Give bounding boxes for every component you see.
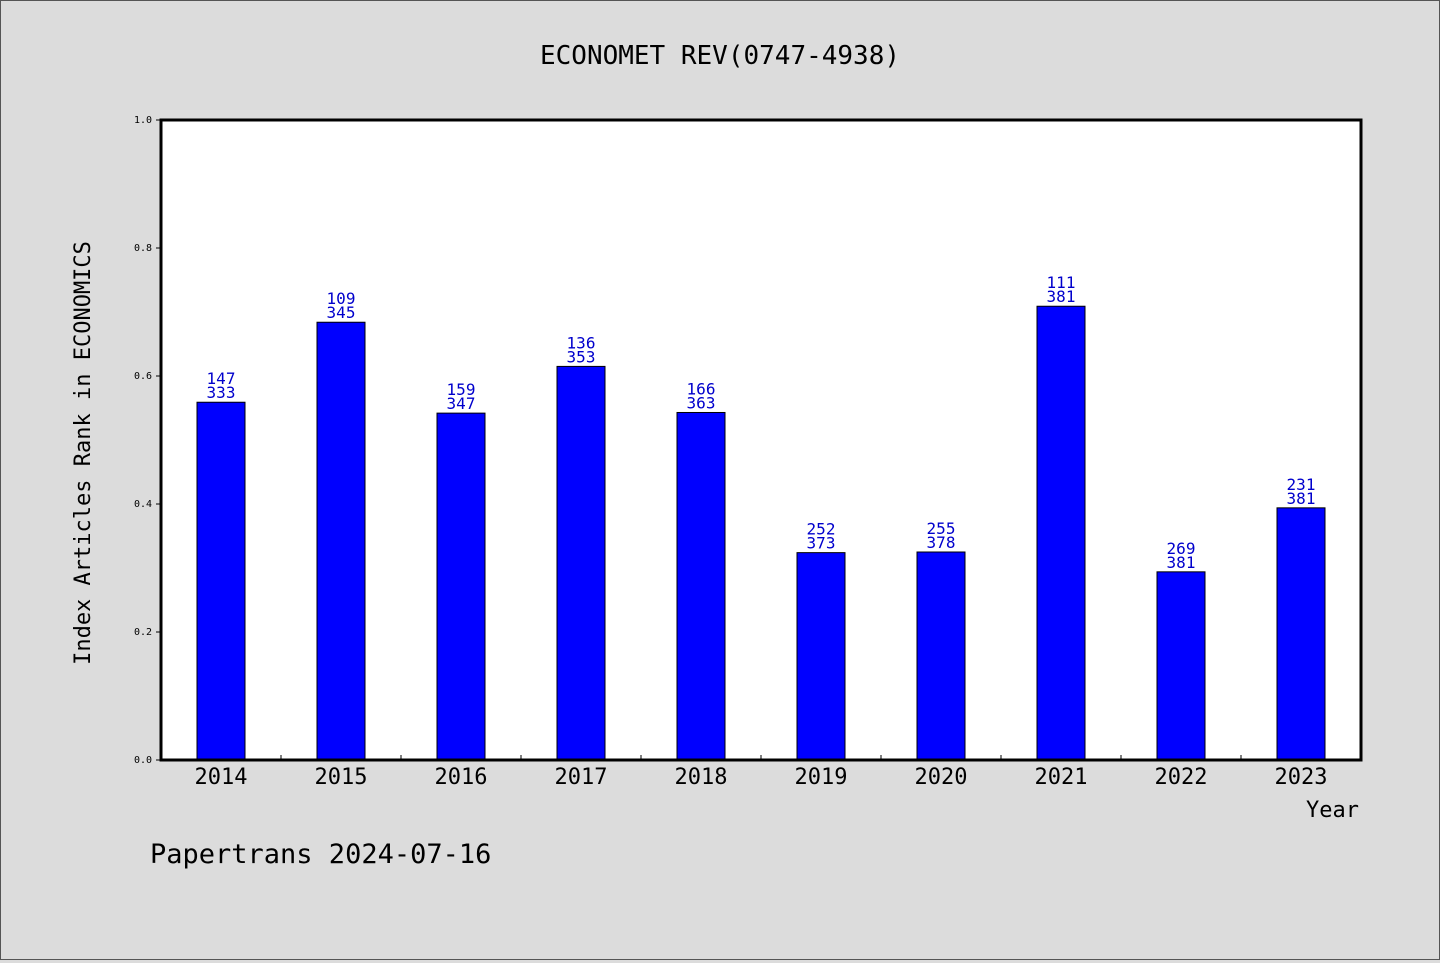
bar-label-top-2023: 231: [1287, 475, 1316, 494]
bar-2021: [1036, 305, 1086, 761]
x-tick-label-2022: 2022: [1155, 765, 1208, 790]
bar-2022: [1156, 571, 1206, 761]
plot-border: [159, 118, 1363, 762]
y-tick-label: 0.0: [134, 755, 152, 766]
bar-label-top-2018: 166: [687, 379, 716, 398]
y-axis-label: Index Articles Rank in ECONOMICS: [71, 241, 96, 665]
bar-2018: [676, 411, 726, 761]
bar-label-top-2017: 136: [567, 333, 596, 352]
chart-title: ECONOMET REV(0747-4938): [540, 41, 900, 71]
y-tick-label: 0.8: [134, 243, 152, 254]
bar-2017: [556, 365, 606, 761]
x-tick-label-2014: 2014: [195, 765, 248, 790]
x-tick-label-2019: 2019: [795, 765, 848, 790]
bar-label-bottom-2015: 345: [327, 303, 356, 322]
x-tick-label-2016: 2016: [435, 765, 488, 790]
bar-label-top-2021: 111: [1047, 273, 1076, 292]
bar-label-top-2022: 269: [1167, 539, 1196, 558]
footer-credit: Papertrans 2024-07-16: [150, 839, 491, 870]
y-tick-label: 1.0: [134, 115, 152, 126]
y-tick-label: 0.4: [134, 499, 152, 510]
bar-label-bottom-2022: 381: [1167, 553, 1196, 572]
x-axis-label: Year: [1306, 798, 1359, 823]
bar-label-bottom-2023: 381: [1287, 489, 1316, 508]
x-tick-label-2017: 2017: [555, 765, 608, 790]
bar-label-bottom-2020: 378: [927, 533, 956, 552]
bar-2020: [916, 551, 966, 761]
y-tick-label: 0.2: [134, 627, 152, 638]
bar-label-bottom-2019: 373: [807, 534, 836, 553]
x-tick-label-2018: 2018: [675, 765, 728, 790]
bar-label-bottom-2018: 363: [687, 393, 716, 412]
bar-label-bottom-2014: 333: [207, 383, 236, 402]
bar-2014: [196, 401, 246, 761]
bar-2023: [1276, 507, 1326, 761]
bar-2016: [436, 412, 486, 761]
x-tick-label-2020: 2020: [915, 765, 968, 790]
x-tick-label-2015: 2015: [315, 765, 368, 790]
bar-label-bottom-2017: 353: [567, 347, 596, 366]
bar-label-top-2015: 109: [327, 289, 356, 308]
x-tick-label-2023: 2023: [1275, 765, 1328, 790]
bar-label-top-2016: 159: [447, 380, 476, 399]
y-tick-label: 0.6: [134, 371, 152, 382]
bar-label-bottom-2016: 347: [447, 394, 476, 413]
bar-2019: [796, 552, 846, 761]
bar-label-top-2019: 252: [807, 520, 836, 539]
x-tick-label-2021: 2021: [1035, 765, 1088, 790]
bar-label-top-2014: 147: [207, 369, 236, 388]
bar-2015: [316, 321, 366, 761]
bar-label-top-2020: 255: [927, 519, 956, 538]
bar-label-bottom-2021: 381: [1047, 287, 1076, 306]
